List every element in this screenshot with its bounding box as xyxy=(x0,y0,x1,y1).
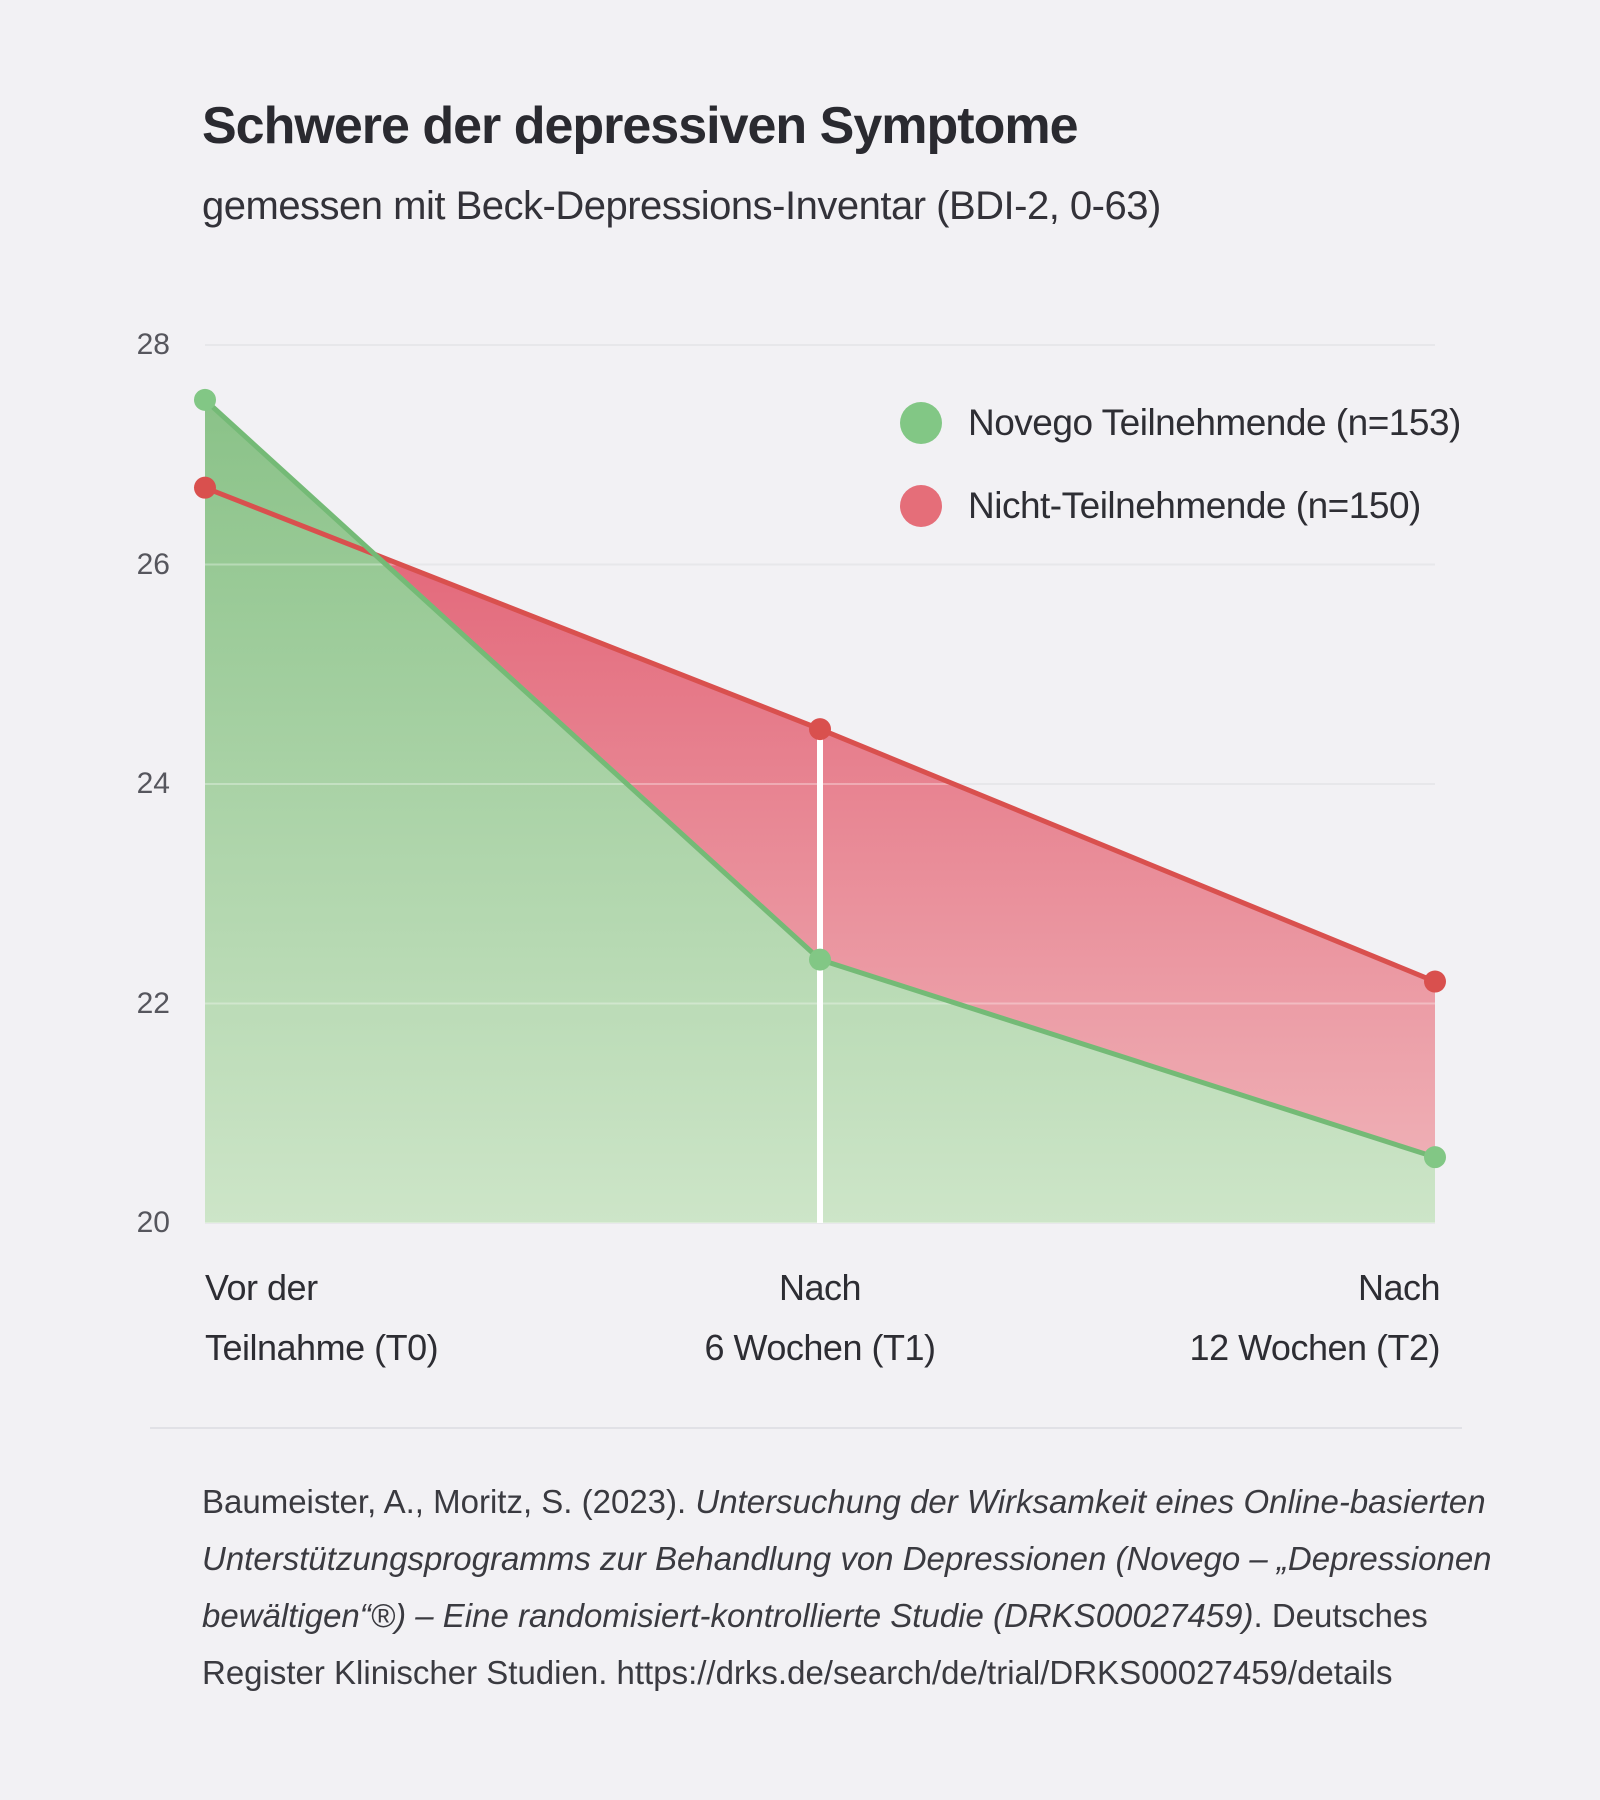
citation-study-title: bewältigen“®) – Eine randomisiert-kontro… xyxy=(202,1597,1254,1634)
citation-study-title: Unterstützungsprogramms zur Behandlung v… xyxy=(202,1540,1492,1577)
x-tick-label-line: 6 Wochen (T1) xyxy=(704,1327,936,1368)
page-title: Schwere der depressiven Symptome xyxy=(202,97,1079,155)
x-axis-label-t2: Nach 12 Wochen (T2) xyxy=(1040,1258,1441,1378)
citation-plain-text: . Deutsches xyxy=(1253,1597,1428,1634)
citation-line: Baumeister, A., Moritz, S. (2023). Unter… xyxy=(202,1473,1502,1530)
legend-label: Nicht-Teilnehmende (n=150) xyxy=(968,485,1421,526)
chart-legend: Novego Teilnehmende (n=153) Nicht-Teilneh… xyxy=(900,402,1461,568)
y-tick-label: 28 xyxy=(136,328,170,361)
y-tick-label: 20 xyxy=(136,1206,170,1239)
x-tick-label-line: Teilnahme (T0) xyxy=(205,1327,439,1368)
citation-text: Baumeister, A., Moritz, S. (2023). Unter… xyxy=(202,1473,1502,1701)
citation-study-title: Untersuchung der Wirksamkeit eines Onlin… xyxy=(695,1483,1486,1520)
citation-plain-text: Register Klinischer Studien. https://drk… xyxy=(202,1654,1393,1691)
legend-color-dot-icon xyxy=(900,402,942,444)
green-data-point-dot xyxy=(194,388,216,411)
citation-line: Register Klinischer Studien. https://drk… xyxy=(202,1644,1502,1701)
x-tick-label-line: Vor der xyxy=(205,1267,318,1308)
green-data-point-dot xyxy=(809,948,831,971)
citation-plain-text: Baumeister, A., Moritz, S. (2023). xyxy=(202,1483,696,1520)
legend-item: Nicht-Teilnehmende (n=150) xyxy=(900,485,1461,527)
green-data-point-dot xyxy=(1424,1146,1446,1169)
y-tick-label: 22 xyxy=(136,986,170,1020)
legend-label: Novego Teilnehmende (n=153) xyxy=(968,402,1461,443)
red-area-fill xyxy=(374,554,1436,1158)
red-data-point-dot xyxy=(809,718,831,741)
page-subtitle: gemessen mit Beck-Depressions-Inventar (… xyxy=(202,184,1161,228)
legend-color-dot-icon xyxy=(900,485,942,527)
red-data-point-dot xyxy=(194,476,216,499)
x-tick-label-line: 12 Wochen (T2) xyxy=(1189,1327,1441,1368)
divider-line xyxy=(150,1427,1462,1429)
x-tick-label-line: Nach xyxy=(1357,1267,1441,1308)
x-axis-label-t0: Vor der Teilnahme (T0) xyxy=(205,1258,625,1378)
legend-item: Novego Teilnehmende (n=153) xyxy=(900,402,1461,444)
y-tick-label: 24 xyxy=(136,767,170,800)
red-data-point-dot xyxy=(1424,970,1446,993)
y-tick-label: 26 xyxy=(136,547,170,581)
x-tick-label-line: Nach xyxy=(778,1267,862,1308)
x-axis-label-t1: Nach 6 Wochen (T1) xyxy=(570,1258,1070,1378)
citation-line: bewältigen“®) – Eine randomisiert-kontro… xyxy=(202,1587,1502,1644)
citation-line: Unterstützungsprogramms zur Behandlung v… xyxy=(202,1530,1502,1587)
green-area-fill xyxy=(205,399,1435,1223)
